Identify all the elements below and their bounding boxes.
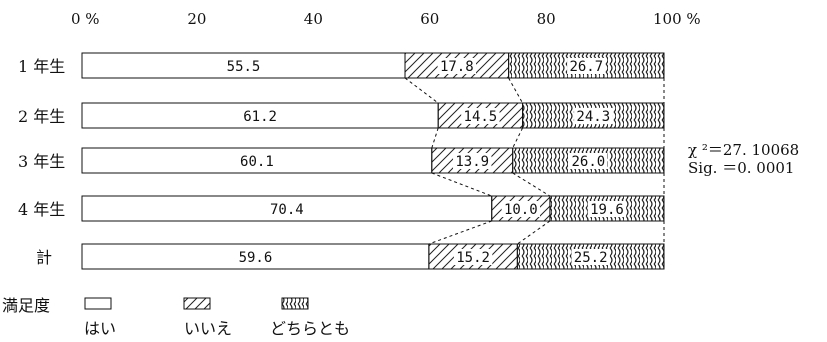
row-label: 計 — [36, 248, 52, 267]
value-label-bg — [569, 153, 608, 169]
connector-lines — [404, 77, 665, 245]
value-label-bg — [453, 249, 493, 265]
x-axis: 0 % 20 40 60 80 100 % — [71, 10, 701, 28]
value-label: 14.5 — [464, 109, 498, 125]
bar-segment-yes — [81, 52, 406, 79]
value-label-bg — [501, 201, 541, 217]
value-label: 15.2 — [456, 250, 490, 266]
value-label: 26.7 — [569, 59, 603, 75]
bars: 55.5 17.8 26.7 61.2 14.5 24.3 60.1 13.9 26.0 70.4… — [81, 52, 665, 270]
connector-line — [404, 77, 439, 104]
value-label: 24.3 — [576, 109, 610, 125]
value-label-bg — [567, 58, 606, 74]
bar-segment-yes — [81, 243, 430, 270]
x-tick-label: 100 % — [653, 10, 701, 28]
value-label: 10.0 — [504, 202, 538, 218]
row-labels: 1 年生 2 年生 3 年生 4 年生計 — [18, 57, 65, 267]
value-label-bg — [453, 153, 492, 169]
legend-swatch-yes — [84, 297, 112, 310]
value-label: 70.4 — [270, 202, 304, 218]
bar-segment-yes — [81, 195, 493, 222]
significance-text: Sig. ＝0. 0001 — [688, 159, 794, 177]
x-tick-label: 20 — [187, 10, 206, 28]
legend-label-no: いいえ — [184, 319, 232, 338]
value-label: 61.2 — [243, 109, 277, 125]
value-label-bg — [574, 108, 613, 124]
connector-line — [512, 127, 524, 149]
row-label: 4 年生 — [18, 200, 65, 219]
x-tick-label: 60 — [420, 10, 439, 28]
value-label: 17.8 — [440, 59, 474, 75]
connector-line — [508, 77, 524, 104]
value-label-bg — [571, 249, 610, 265]
row-label: 1 年生 — [18, 57, 65, 76]
x-tick-label: 0 % — [71, 10, 100, 28]
value-label-bg — [587, 201, 627, 217]
row-label: 2 年生 — [18, 107, 65, 126]
legend-label-yes: はい — [84, 319, 116, 338]
connector-line — [428, 220, 492, 245]
value-label: 13.9 — [455, 154, 489, 170]
x-tick-label: 80 — [537, 10, 556, 28]
value-label-bg — [461, 108, 500, 124]
value-label: 19.6 — [590, 202, 624, 218]
value-label: 25.2 — [574, 250, 608, 266]
value-label: 55.5 — [227, 59, 261, 75]
value-label: 60.1 — [240, 154, 274, 170]
connector-line — [431, 127, 439, 149]
row-label: 3 年生 — [18, 152, 65, 171]
connector-line — [431, 172, 492, 197]
legend-title: 満足度 — [2, 296, 50, 315]
x-tick-label: 40 — [304, 10, 323, 28]
connector-line — [512, 172, 551, 197]
chi-square-text: χ ²＝27. 10068 — [688, 141, 799, 159]
connector-line — [517, 220, 551, 245]
value-label: 59.6 — [239, 250, 273, 266]
legend: 満足度 はい いいえ どちらとも — [2, 296, 350, 338]
value-label-bg — [437, 58, 477, 74]
legend-swatch-no — [183, 297, 211, 310]
value-label: 26.0 — [571, 154, 605, 170]
statistics-annotation: χ ²＝27. 10068 Sig. ＝0. 0001 — [688, 141, 799, 177]
legend-swatch-either — [281, 297, 309, 310]
legend-label-either: どちらとも — [270, 319, 350, 338]
